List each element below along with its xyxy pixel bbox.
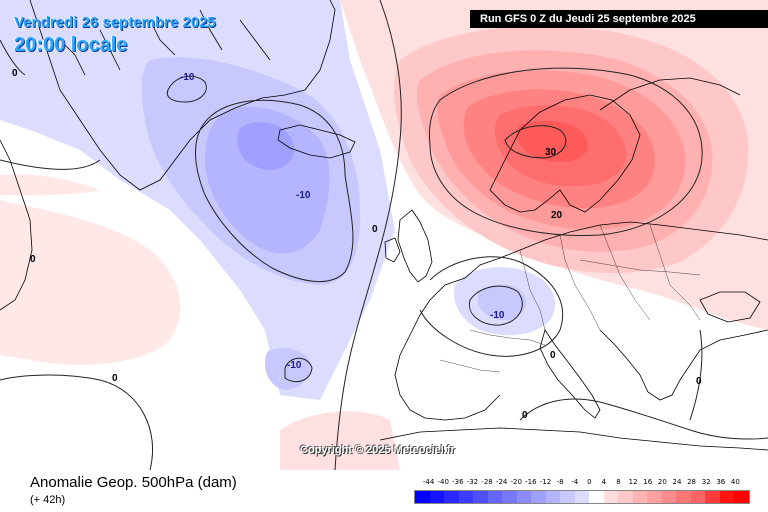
legend-tick-label: 28 [687,478,697,486]
legend-swatch [705,491,720,503]
legend-tick-label: 12 [628,478,638,486]
legend-swatch [618,491,633,503]
legend-swatch [516,491,532,503]
chart-title: Anomalie Geop. 500hPa (dam) [30,474,237,491]
contour-label: 0 [30,254,36,265]
legend-swatch [676,491,691,503]
contour-label: 0 [372,224,378,235]
legend-tick-label: -36 [452,478,464,486]
contour-label: 30 [545,147,557,158]
legend-tick-label: -12 [539,478,552,486]
legend-swatch [661,491,677,503]
legend-tick-label: -44 [422,478,435,486]
legend-swatch [502,491,517,503]
negative-anomaly-strong [205,106,330,254]
legend-swatch [647,491,662,503]
legend-swatch [473,491,488,503]
legend-swatch [603,491,619,503]
legend-color-bar [414,490,750,504]
legend-swatch [487,491,503,503]
contour-label: -10 [287,360,302,371]
forecast-time: 20:00 locale [14,34,128,56]
positive-anomaly-sw [280,411,400,470]
legend-swatch [531,491,546,503]
legend-swatch [589,491,604,503]
contour-label: 0 [12,68,18,79]
legend-tick-label: -20 [510,478,522,486]
contour-label: 0 [696,376,702,387]
legend-swatch [415,491,430,503]
run-info: Run GFS 0 Z du Jeudi 25 septembre 2025 [470,10,768,28]
legend-swatch [632,491,648,503]
positive-anomaly-peak [516,120,588,162]
legend-tick-label: 8 [616,478,621,486]
legend-tick-label: -28 [481,478,493,486]
coastlines [0,0,768,451]
contour-label: -10 [296,190,311,201]
contour-label: 20 [551,210,563,221]
positive-anomaly-west [0,200,181,365]
legend-tick-label: -40 [437,478,449,486]
negative-anomaly-core [237,122,294,170]
forecast-lead: (+ 42h) [30,494,66,506]
copyright: Copyright © 2025 Meteociel.fr [300,444,455,456]
legend-tick-label: 24 [672,478,682,486]
color-legend: -44 -40 -36 -32 -28 -24 -20 -16 -12 -8 -4 0 4 8 12 16 20… [414,478,750,504]
legend-swatch [458,491,474,503]
legend-swatch [690,491,706,503]
legend-tick-label: -4 [571,478,579,486]
contour-label: 0 [550,350,556,361]
contour-label: -10 [180,72,195,83]
negative-anomaly-france-core [478,284,526,321]
contour-label: 0 [522,410,528,421]
legend-tick-label: 32 [701,478,711,486]
legend-swatch [719,491,735,503]
legend-swatch [734,491,749,503]
legend-tick-label: -16 [525,478,537,486]
legend-tick-label: 20 [657,478,667,486]
legend-tick-label: 40 [730,478,740,486]
legend-tick-label: 4 [601,478,607,486]
legend-tick-label: 0 [587,478,592,486]
legend-tick-label: -24 [495,478,508,486]
legend-tick-label: 36 [716,478,726,486]
legend-labels: -44 -40 -36 -32 -28 -24 -20 -16 -12 -8 -4 0 4 8 12 16 20… [414,478,750,490]
legend-tick-label: -8 [556,478,564,486]
contours [0,0,768,470]
contour-label: -10 [490,310,505,321]
legend-swatch [545,491,561,503]
forecast-date: Vendredi 26 septembre 2025 [14,14,216,31]
contour-label: 0 [112,373,118,384]
legend-tick-label: 16 [643,478,653,486]
legend-tick-label: -32 [466,478,479,486]
legend-swatch [574,491,590,503]
anomaly-map: -10 -10 -10 -10 30 20 0 0 0 0 0 0 0 [0,0,768,470]
legend-swatch [560,491,575,503]
positive-anomaly-nw [0,174,100,196]
contour-labels: -10 -10 -10 -10 30 20 0 0 0 0 0 0 0 [12,68,702,421]
legend-swatch [444,491,459,503]
legend-swatch [429,491,445,503]
